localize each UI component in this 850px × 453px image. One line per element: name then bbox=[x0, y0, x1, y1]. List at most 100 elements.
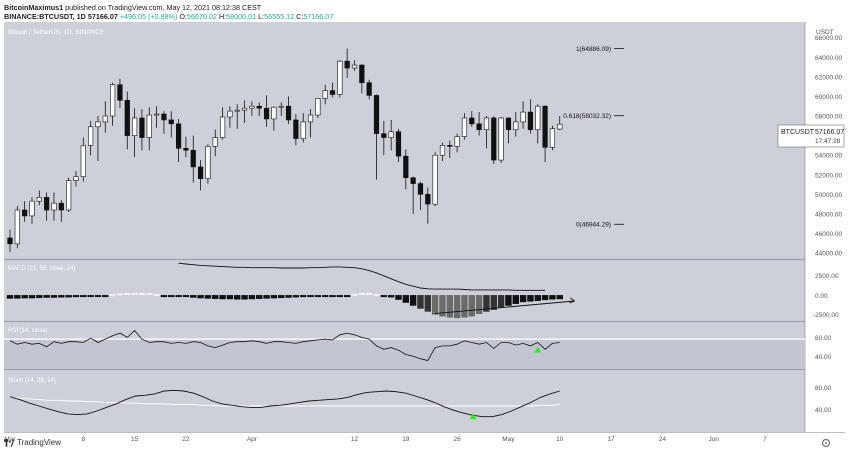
macd-histogram-bar bbox=[175, 295, 182, 298]
candle-down bbox=[183, 148, 189, 151]
time-tick: 12 bbox=[351, 436, 359, 443]
macd-histogram-bar bbox=[263, 295, 270, 299]
price-tick-60000: 60000.00 bbox=[815, 94, 842, 101]
time-tick: 26 bbox=[454, 436, 462, 443]
macd-histogram-bar bbox=[197, 295, 204, 299]
rsi-divergence-triangle-icon bbox=[534, 346, 542, 353]
macd-histogram-bar bbox=[65, 295, 72, 298]
candle-up bbox=[146, 114, 152, 138]
publish-text: published on TradingView.com, May 12, 20… bbox=[65, 3, 262, 12]
macd-histogram-bar bbox=[417, 295, 424, 309]
candle-down bbox=[366, 82, 372, 96]
price-tick-64000: 64000.00 bbox=[815, 55, 842, 62]
close-label: C: bbox=[296, 12, 304, 21]
currency-label: USDT bbox=[816, 29, 834, 36]
last-price-tag-countdown: 17:47:28 bbox=[815, 138, 841, 145]
macd-histogram-bar bbox=[336, 295, 344, 298]
macd-histogram-bar bbox=[351, 293, 358, 296]
candle-up bbox=[388, 131, 394, 138]
macd-tick-0: 0.00 bbox=[815, 293, 828, 300]
fib-level-label: 1(64886.09) bbox=[576, 46, 611, 53]
candle-up bbox=[322, 90, 328, 99]
candle-up bbox=[212, 137, 218, 147]
author-name[interactable]: BitcoinMaximus1 bbox=[4, 3, 64, 12]
candle-up bbox=[36, 196, 42, 202]
candle-up bbox=[51, 202, 57, 211]
candle-down bbox=[373, 95, 380, 134]
candle-down bbox=[22, 209, 28, 217]
tradingview-brand[interactable]: TradingView bbox=[17, 438, 62, 447]
candle-down bbox=[491, 117, 497, 161]
macd-histogram-bar bbox=[116, 293, 124, 296]
macd-histogram-bar bbox=[226, 295, 234, 300]
low-label: L: bbox=[258, 12, 265, 21]
candle-up bbox=[80, 145, 86, 178]
candle-up bbox=[241, 107, 248, 111]
macd-histogram-bar bbox=[278, 295, 285, 299]
price-tick-46000: 46000.00 bbox=[815, 231, 842, 238]
macd-histogram-bar bbox=[109, 294, 116, 297]
macd-histogram-bar bbox=[358, 292, 366, 296]
candle-up bbox=[535, 105, 541, 131]
macd-histogram-bar bbox=[446, 295, 453, 318]
macd-histogram-bar bbox=[468, 295, 475, 317]
price-tick-58000: 58000.00 bbox=[815, 114, 842, 121]
candle-up bbox=[454, 136, 460, 147]
candle-up bbox=[205, 146, 211, 179]
candle-up bbox=[337, 60, 343, 95]
macd-histogram-bar bbox=[28, 295, 36, 299]
stoch-tick-80: 80.00 bbox=[815, 385, 832, 392]
candle-down bbox=[293, 119, 299, 139]
candle-down bbox=[476, 123, 482, 131]
macd-histogram-bar bbox=[6, 295, 14, 299]
macd-histogram-bar bbox=[102, 295, 109, 298]
candle-down bbox=[175, 123, 182, 149]
candle-down bbox=[381, 133, 387, 138]
macd-tick-minus-2500: -2500.00 bbox=[813, 312, 839, 319]
candle-down bbox=[410, 177, 416, 184]
rsi-line bbox=[9, 329, 560, 361]
candle-up bbox=[483, 117, 490, 131]
macd-histogram-bar bbox=[58, 295, 65, 298]
stoch-k-line bbox=[9, 389, 560, 418]
macd-tick-2500: 2500.00 bbox=[815, 273, 839, 280]
macd-histogram-bar bbox=[343, 295, 351, 298]
symbol-info: BINANCE:BTCUSDT, 1D 57166.07 +496.05 (+0… bbox=[4, 12, 333, 21]
price-tick-44000: 44000.00 bbox=[815, 251, 842, 258]
candlestick-series bbox=[7, 48, 563, 253]
candle-up bbox=[278, 105, 284, 108]
macd-histogram-bar bbox=[307, 295, 314, 298]
candle-down bbox=[256, 105, 262, 109]
candle-down bbox=[117, 84, 123, 101]
macd-histogram-bar bbox=[204, 295, 212, 299]
macd-histogram-bar bbox=[168, 295, 175, 298]
macd-histogram-bar bbox=[182, 295, 190, 298]
time-tick: Mar bbox=[4, 436, 16, 443]
settings-icon[interactable] bbox=[821, 438, 831, 448]
fib-level-label: 0.618(58032.32) bbox=[563, 113, 611, 120]
candle-down bbox=[359, 64, 365, 84]
macd-histogram-bar bbox=[241, 295, 248, 300]
macd-histogram-bar bbox=[512, 295, 519, 304]
macd-histogram-bar bbox=[380, 295, 388, 298]
macd-histogram-bar bbox=[497, 295, 505, 308]
candle-down bbox=[329, 90, 336, 95]
candle-down bbox=[285, 105, 292, 121]
macd-histogram-bar bbox=[138, 292, 146, 296]
macd-histogram-bar bbox=[321, 295, 329, 298]
macd-histogram-bar bbox=[146, 293, 153, 296]
macd-histogram-bar bbox=[212, 295, 219, 299]
macd-pane bbox=[6, 262, 576, 319]
time-tick: May bbox=[502, 436, 515, 443]
candle-up bbox=[315, 98, 321, 116]
macd-histogram-bar bbox=[424, 295, 432, 312]
candle-up bbox=[14, 209, 20, 245]
candle-down bbox=[58, 202, 64, 211]
fib-level-label: 0(46944.29) bbox=[576, 222, 611, 229]
high-value: 58000.01 bbox=[226, 12, 257, 21]
open-label: O: bbox=[179, 12, 187, 21]
macd-histogram-bar bbox=[475, 295, 483, 315]
candle-down bbox=[161, 113, 167, 121]
candle-up bbox=[549, 128, 556, 148]
